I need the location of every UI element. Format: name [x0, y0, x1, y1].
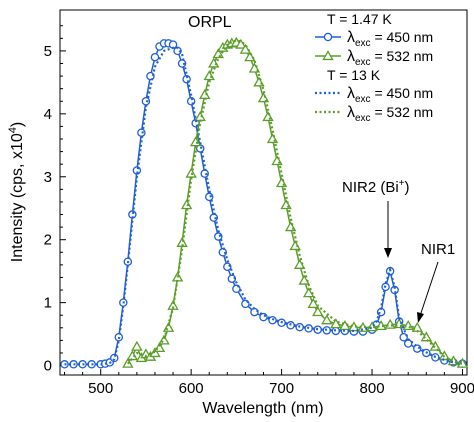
y-tick-label-0: 0: [44, 358, 52, 375]
series-marker: [177, 59, 187, 68]
series-marker: [268, 315, 277, 325]
y-axis-title-exponent: 4: [7, 127, 19, 133]
series-marker: [198, 89, 211, 100]
legend-label: λexc = 532 nm: [347, 104, 433, 124]
x-tick-label-500: 500: [88, 380, 113, 397]
series-3: [126, 39, 463, 365]
annotation-nir1: NIR1: [421, 241, 455, 258]
series-marker: [204, 192, 214, 202]
y-tick-label-2: 2: [44, 232, 52, 249]
series-marker: [239, 43, 252, 54]
y-axis-title-main: Intensity (cps, x10: [9, 133, 26, 262]
series-marker: [131, 340, 143, 351]
y-axis-title-close: ): [9, 122, 26, 127]
series-marker: [176, 236, 188, 247]
legend-label: λexc = 450 nm: [347, 29, 433, 49]
legend-entry: λexc = 532 nm: [315, 48, 433, 68]
series-marker: [180, 199, 193, 210]
legend-entry: λexc = 450 nm: [315, 85, 433, 105]
series-marker: [244, 51, 256, 62]
legend-entry: λexc = 450 nm: [315, 29, 433, 49]
series-marker: [150, 52, 160, 62]
y-tick-label-3: 3: [44, 169, 52, 186]
series-marker: [312, 306, 324, 317]
series-marker: [323, 32, 333, 42]
series-marker: [403, 339, 413, 348]
series-marker: [167, 299, 179, 310]
series-marker: [194, 111, 206, 122]
y-tick-label-1: 1: [44, 295, 52, 312]
x-tick-label-800: 800: [360, 380, 385, 397]
annotation-nir2: NIR2 (Bi+): [342, 178, 410, 196]
series-marker: [390, 285, 399, 295]
series-marker: [322, 50, 334, 61]
legend-label: λexc = 532 nm: [347, 48, 433, 68]
legend-label: λexc = 450 nm: [347, 85, 433, 105]
annotation-arrow-nir1: [419, 261, 439, 317]
series-marker: [257, 92, 270, 103]
y-tick-label-4: 4: [44, 106, 52, 123]
legend-entry: λexc = 532 nm: [315, 104, 433, 124]
series-marker: [307, 297, 319, 308]
series-marker: [250, 307, 259, 317]
series-line-3: [126, 39, 463, 365]
series-marker: [321, 314, 333, 325]
series-marker: [330, 318, 342, 329]
series-marker: [137, 128, 146, 137]
annotation-arrowhead-nir2: [384, 248, 392, 258]
chart-title: ORPL: [188, 14, 232, 31]
legend-group-title-0: T = 1.47 K: [327, 11, 392, 27]
series-marker: [141, 97, 151, 106]
series-marker: [214, 232, 223, 241]
series-marker: [126, 350, 139, 361]
x-axis-title: Wavelength (nm): [202, 400, 323, 417]
x-tick-label-900: 900: [450, 380, 474, 397]
x-tick-label-700: 700: [269, 380, 294, 397]
y-axis-title: Intensity (cps, x104): [7, 122, 26, 262]
x-tick-label-600: 600: [179, 380, 204, 397]
series-marker: [303, 287, 315, 298]
series-marker: [223, 262, 232, 272]
legend-group-title-1: T = 13 K: [327, 67, 381, 83]
annotation-arrowhead-nir1: [417, 312, 424, 323]
series-marker: [429, 340, 442, 351]
y-tick-label-5: 5: [44, 43, 52, 60]
series-marker: [253, 76, 265, 87]
